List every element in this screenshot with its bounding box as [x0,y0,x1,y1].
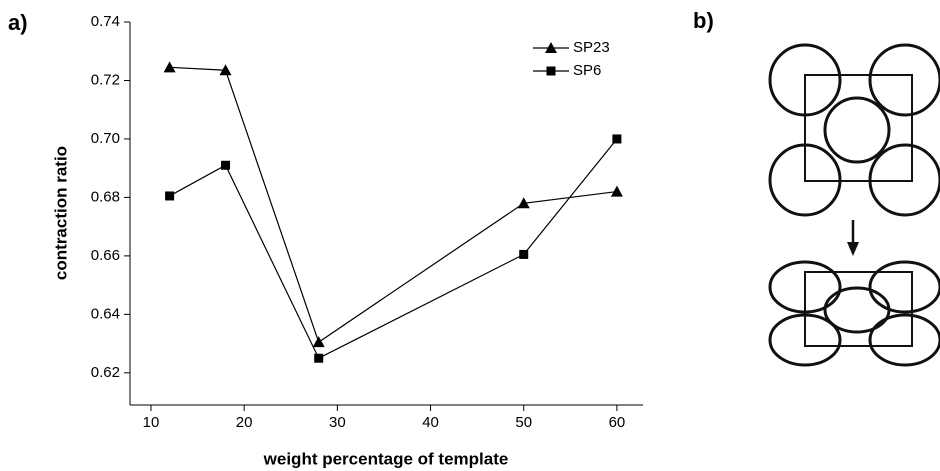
pore [868,43,940,117]
point [517,197,530,209]
x-tick-label: 60 [609,414,626,431]
y-axis-label: contraction ratio [51,146,70,280]
panel-label: a) [8,10,28,35]
legend-label: SP23 [573,39,610,56]
arrow-head [847,242,859,256]
panel-label: b) [693,8,714,33]
legend-marker [546,66,556,76]
x-tick-label: 40 [422,414,439,431]
unit-cell [804,271,913,347]
pore [823,286,891,334]
pore [868,313,940,367]
y-tick-label: 0.70 [91,130,120,147]
point [163,61,176,73]
x-tick-label: 50 [515,414,532,431]
pore [823,96,891,164]
y-tick-label: 0.68 [91,188,120,205]
y-tick-label: 0.72 [91,71,120,88]
point [312,336,325,348]
pore [868,260,940,314]
y-tick-label: 0.62 [91,364,120,381]
x-tick-label: 10 [143,414,160,431]
legend-marker [545,42,557,53]
point [219,64,232,76]
point [165,191,175,201]
point [612,134,622,144]
x-axis-label: weight percentage of template [263,449,509,468]
unit-cell [804,74,913,182]
point [314,353,324,363]
y-tick-label: 0.66 [91,247,120,264]
point [519,249,529,259]
series-line [169,66,617,344]
x-tick-label: 20 [236,414,253,431]
point [610,185,623,197]
x-tick-label: 30 [329,414,346,431]
legend-label: SP6 [573,62,601,79]
y-tick-label: 0.74 [91,13,120,30]
series-line [169,138,618,360]
diagram [768,43,940,367]
y-tick-label: 0.64 [91,305,120,322]
point [221,160,231,170]
